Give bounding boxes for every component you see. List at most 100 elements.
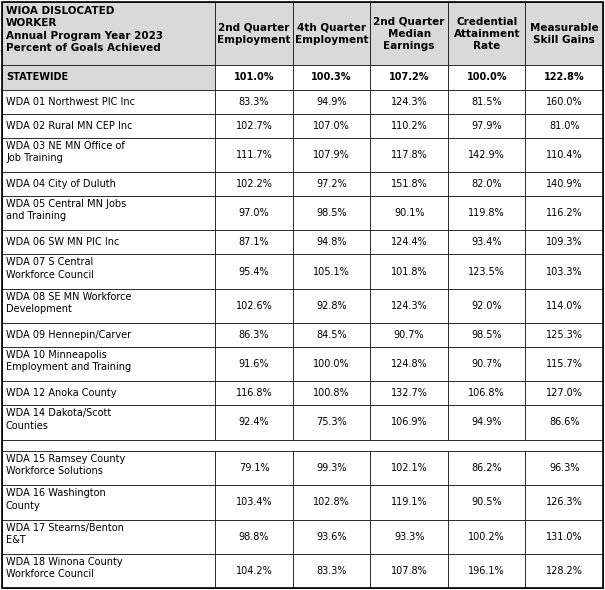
Bar <box>2 172 215 196</box>
Text: 94.9%: 94.9% <box>316 97 347 107</box>
Text: WDA 04 City of Duluth: WDA 04 City of Duluth <box>6 179 116 189</box>
Bar <box>370 381 448 405</box>
Bar <box>370 65 448 90</box>
Text: WDA 12 Anoka County: WDA 12 Anoka County <box>6 388 117 398</box>
Bar <box>293 451 370 485</box>
Text: 109.3%: 109.3% <box>546 237 583 247</box>
Bar <box>2 451 215 485</box>
Text: 75.3%: 75.3% <box>316 418 347 428</box>
Text: 117.8%: 117.8% <box>391 150 428 160</box>
Text: 101.0%: 101.0% <box>234 73 275 83</box>
Text: 99.3%: 99.3% <box>316 463 347 473</box>
Text: 98.5%: 98.5% <box>471 330 502 340</box>
Bar <box>2 289 215 323</box>
Text: 100.0%: 100.0% <box>313 359 350 369</box>
Text: 92.4%: 92.4% <box>239 418 269 428</box>
Text: 151.8%: 151.8% <box>391 179 428 189</box>
Bar <box>215 65 293 90</box>
Text: 124.3%: 124.3% <box>391 97 428 107</box>
Bar <box>448 554 526 588</box>
Text: 100.2%: 100.2% <box>468 532 505 542</box>
Text: STATEWIDE: STATEWIDE <box>6 73 68 83</box>
Text: 96.3%: 96.3% <box>549 463 580 473</box>
Text: 107.0%: 107.0% <box>313 121 350 130</box>
Bar <box>370 137 448 172</box>
Bar <box>448 2 526 65</box>
Text: 126.3%: 126.3% <box>546 497 583 507</box>
Bar <box>370 289 448 323</box>
Text: 110.2%: 110.2% <box>391 121 428 130</box>
Bar <box>2 554 215 588</box>
Bar <box>293 520 370 554</box>
Text: 84.5%: 84.5% <box>316 330 347 340</box>
Bar <box>448 289 526 323</box>
Bar <box>448 254 526 289</box>
Text: WDA 16 Washington
County: WDA 16 Washington County <box>6 489 106 511</box>
Text: 97.9%: 97.9% <box>471 121 502 130</box>
Text: 111.7%: 111.7% <box>236 150 272 160</box>
Bar <box>370 323 448 347</box>
Bar <box>448 196 526 230</box>
Text: 83.3%: 83.3% <box>316 566 347 576</box>
Bar <box>2 196 215 230</box>
Text: 97.0%: 97.0% <box>239 208 269 218</box>
Bar <box>526 323 603 347</box>
Text: 115.7%: 115.7% <box>546 359 583 369</box>
Bar <box>448 405 526 440</box>
Text: 104.2%: 104.2% <box>236 566 272 576</box>
Text: WIOA DISLOCATED
WORKER
Annual Program Year 2023
Percent of Goals Achieved: WIOA DISLOCATED WORKER Annual Program Ye… <box>6 6 163 53</box>
Bar <box>448 347 526 381</box>
Bar <box>526 172 603 196</box>
Text: 142.9%: 142.9% <box>468 150 505 160</box>
Text: 100.3%: 100.3% <box>312 73 352 83</box>
Text: 79.1%: 79.1% <box>239 463 269 473</box>
Text: 100.8%: 100.8% <box>313 388 350 398</box>
Bar <box>526 2 603 65</box>
Bar <box>293 405 370 440</box>
Text: 2nd Quarter
Median
Earnings: 2nd Quarter Median Earnings <box>373 17 445 51</box>
Text: 140.9%: 140.9% <box>546 179 583 189</box>
Text: 119.8%: 119.8% <box>468 208 505 218</box>
Bar <box>2 381 215 405</box>
Bar <box>526 137 603 172</box>
Bar <box>2 254 215 289</box>
Bar <box>293 230 370 254</box>
Bar <box>293 323 370 347</box>
Bar <box>370 554 448 588</box>
Text: 128.2%: 128.2% <box>546 566 583 576</box>
Text: WDA 14 Dakota/Scott
Counties: WDA 14 Dakota/Scott Counties <box>6 408 111 431</box>
Bar <box>215 230 293 254</box>
Text: WDA 02 Rural MN CEP Inc: WDA 02 Rural MN CEP Inc <box>6 121 132 130</box>
Text: 124.8%: 124.8% <box>391 359 428 369</box>
Text: 86.6%: 86.6% <box>549 418 580 428</box>
Text: 102.2%: 102.2% <box>236 179 273 189</box>
Bar <box>370 172 448 196</box>
Text: 107.2%: 107.2% <box>389 73 430 83</box>
Bar <box>526 196 603 230</box>
Bar <box>526 381 603 405</box>
Bar <box>215 114 293 137</box>
Text: 110.4%: 110.4% <box>546 150 583 160</box>
Text: 4th Quarter
Employment: 4th Quarter Employment <box>295 22 368 45</box>
Text: 82.0%: 82.0% <box>471 179 502 189</box>
Bar <box>215 172 293 196</box>
Text: WDA 17 Stearns/Benton
E&T: WDA 17 Stearns/Benton E&T <box>6 523 124 545</box>
Bar <box>293 196 370 230</box>
Bar <box>2 323 215 347</box>
Text: WDA 09 Hennepin/Carver: WDA 09 Hennepin/Carver <box>6 330 131 340</box>
Text: 92.0%: 92.0% <box>471 301 502 311</box>
Bar <box>2 440 603 451</box>
Bar <box>215 451 293 485</box>
Bar <box>293 137 370 172</box>
Bar <box>526 347 603 381</box>
Bar <box>215 405 293 440</box>
Bar <box>526 554 603 588</box>
Text: WDA 10 Minneapolis
Employment and Training: WDA 10 Minneapolis Employment and Traini… <box>6 350 131 372</box>
Bar <box>370 485 448 520</box>
Text: 101.8%: 101.8% <box>391 267 428 277</box>
Text: WDA 08 SE MN Workforce
Development: WDA 08 SE MN Workforce Development <box>6 291 131 314</box>
Bar <box>370 114 448 137</box>
Text: WDA 03 NE MN Office of
Job Training: WDA 03 NE MN Office of Job Training <box>6 141 125 163</box>
Text: 102.8%: 102.8% <box>313 497 350 507</box>
Text: 81.5%: 81.5% <box>471 97 502 107</box>
